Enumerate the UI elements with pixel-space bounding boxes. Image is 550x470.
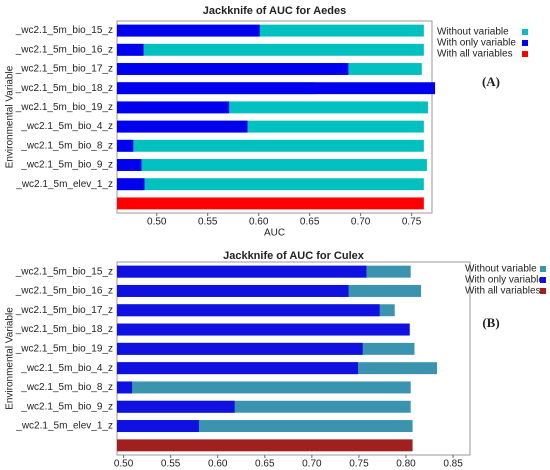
annotation: (A) [482, 74, 500, 89]
x-tick-label: 0.60 [249, 217, 269, 228]
bar [117, 400, 235, 413]
y-tick-label: _wc2.1_5m_bio_17_z [15, 305, 113, 316]
legend-swatch [540, 266, 546, 272]
y-tick-label: _wc2.1_5m_bio_4_z [20, 121, 113, 132]
annotation: (B) [482, 315, 499, 330]
bar [117, 342, 363, 355]
x-tick-label: 0.50 [114, 459, 134, 470]
y-tick-label: _wc2.1_5m_bio_19_z [15, 102, 113, 113]
legend-label: Without variable [465, 264, 537, 275]
legend-swatch [522, 51, 528, 57]
x-tick-label: 0.55 [198, 217, 218, 228]
y-tick-label: _wc2.1_5m_elev_1_z [15, 179, 113, 190]
x-tick-label: 0.85 [443, 459, 463, 470]
y-tick-label: _wc2.1_5m_bio_18_z [15, 83, 113, 94]
chart-title: Jackknife of AUC for Aedes [203, 5, 346, 17]
x-tick-label: 0.65 [255, 459, 275, 470]
legend-swatch [522, 40, 528, 46]
y-tick-label: _wc2.1_5m_bio_8_z [20, 382, 113, 393]
y-tick-label: _wc2.1_5m_bio_9_z [20, 401, 113, 412]
legend-label: With all variables [437, 49, 513, 60]
y-tick-label: _wc2.1_5m_bio_4_z [20, 363, 113, 374]
bar [117, 265, 367, 278]
bar [117, 304, 380, 317]
x-tick-label: 0.70 [302, 459, 322, 470]
bar [117, 178, 424, 191]
legend-swatch [540, 277, 546, 283]
bar [117, 362, 358, 375]
legend-swatch [522, 29, 528, 35]
bar [117, 439, 413, 452]
bar [117, 381, 133, 394]
bar [117, 139, 424, 152]
bar [117, 197, 424, 210]
bar [117, 24, 260, 37]
x-tick-label: 0.50 [147, 217, 167, 228]
x-tick-label: 0.55 [161, 459, 181, 470]
chart-title: Jackknife of AUC for Culex [223, 250, 365, 262]
x-tick-label: 0.75 [349, 459, 369, 470]
legend-label: Without variable [437, 27, 509, 38]
bar [117, 323, 410, 336]
y-tick-label: _wc2.1_5m_bio_16_z [15, 44, 113, 55]
bar [117, 101, 428, 114]
bar [117, 24, 424, 37]
bar [117, 43, 144, 56]
bar [117, 381, 411, 394]
bar [117, 159, 427, 171]
bar [117, 284, 349, 297]
legend-label: With only variable [437, 38, 516, 49]
y-tick-label: _wc2.1_5m_bio_19_z [15, 343, 113, 354]
x-tick-label: 0.60 [208, 459, 228, 470]
bar [117, 420, 413, 433]
bar [117, 178, 145, 191]
y-axis-label: Environmental Variable [5, 307, 16, 410]
y-tick-label: _wc2.1_5m_elev_1_z [15, 421, 113, 432]
x-tick-label: 0.75 [402, 217, 422, 228]
bar [117, 43, 424, 56]
y-tick-label: _wc2.1_5m_bio_16_z [15, 286, 113, 297]
y-tick-label: _wc2.1_5m_bio_8_z [20, 140, 113, 151]
x-tick-label: 0.80 [396, 459, 416, 470]
x-tick-label: 0.70 [351, 217, 371, 228]
bar [117, 139, 134, 152]
y-tick-label: _wc2.1_5m_bio_15_z [15, 25, 113, 36]
bar [117, 101, 230, 114]
y-tick-label: _wc2.1_5m_bio_18_z [15, 324, 113, 335]
bar [117, 82, 436, 95]
bar [117, 120, 424, 133]
y-axis-label: Environmental Variable [5, 65, 16, 168]
legend-label: With all variables [465, 286, 541, 297]
y-tick-label: _wc2.1_5m_bio_9_z [20, 160, 113, 171]
y-tick-label: _wc2.1_5m_bio_17_z [15, 64, 113, 75]
x-axis-label: AUC [264, 228, 285, 239]
y-tick-label: _wc2.1_5m_bio_15_z [15, 266, 113, 277]
bar [117, 420, 199, 433]
legend-label: With only variable [465, 275, 544, 286]
legend-swatch [540, 288, 546, 294]
x-tick-label: 0.65 [300, 217, 320, 228]
bar [117, 63, 349, 75]
bar [117, 120, 248, 133]
bar [117, 400, 411, 413]
bar [117, 159, 142, 171]
